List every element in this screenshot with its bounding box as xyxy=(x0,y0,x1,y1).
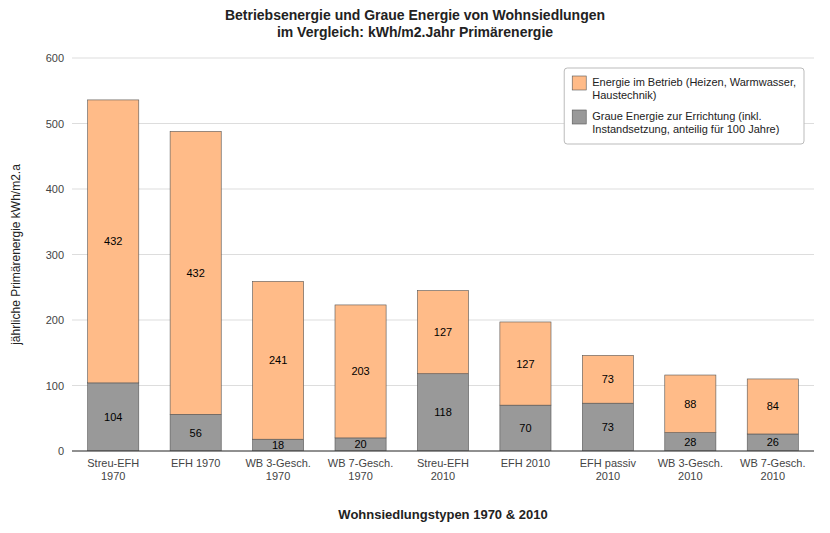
bar-segment xyxy=(582,355,633,403)
data-label: 432 xyxy=(186,267,204,279)
bar-segment xyxy=(253,439,304,451)
x-tick-label: EFH 1970 xyxy=(171,457,221,469)
data-label: 70 xyxy=(519,422,531,434)
chart: 0 100 200 300 400 500 600 104 56 18 20 118 70 73 28 26 4… xyxy=(0,0,830,533)
data-label: 26 xyxy=(767,436,779,448)
y-tick-label: 300 xyxy=(46,249,64,261)
data-labels: 104 56 18 20 118 70 73 28 26 432 432 241 203 127 127 73… xyxy=(104,235,779,451)
y-tick-label: 200 xyxy=(46,314,64,326)
x-tick-label: EFH passiv2010 xyxy=(580,457,637,482)
data-label: 118 xyxy=(434,406,452,418)
legend-label: Energie im Betrieb (Heizen, Warmwasser,H… xyxy=(592,76,796,101)
legend-swatch xyxy=(572,76,586,90)
grid-line xyxy=(72,58,814,59)
bar-segment xyxy=(335,438,386,451)
y-tick-label: 400 xyxy=(46,183,64,195)
title: Betriebsenergie und Graue Energie von Wo… xyxy=(225,7,605,40)
bar-segment xyxy=(417,291,468,374)
data-label: 88 xyxy=(684,398,696,410)
data-label: 203 xyxy=(351,365,369,377)
x-tick-label: WB 7-Gesch.1970 xyxy=(328,457,393,482)
data-label: 104 xyxy=(104,411,122,423)
legend-swatch xyxy=(572,110,586,124)
x-tick-label: Streu-EFH1970 xyxy=(87,457,139,482)
data-label: 127 xyxy=(516,358,534,370)
legend-label: Graue Energie zur Errichtung (inkl.Insta… xyxy=(592,110,779,135)
x-tick-label: WB 3-Gesch.2010 xyxy=(658,457,723,482)
bar-segment xyxy=(417,374,468,451)
y-tick-label: 500 xyxy=(46,118,64,130)
bar-segment xyxy=(170,131,221,414)
x-tick-label: EFH 2010 xyxy=(501,457,551,469)
bar-segment xyxy=(665,375,716,433)
y-tick-label: 100 xyxy=(46,380,64,392)
bar-segment xyxy=(747,379,798,434)
data-label: 20 xyxy=(354,438,366,450)
data-label: 73 xyxy=(602,421,614,433)
x-tick-label: WB 3-Gesch.1970 xyxy=(245,457,310,482)
bar-segment xyxy=(170,414,221,451)
y-axis-title: jährliche Primärenergie kWh/m2.a xyxy=(9,164,23,346)
bar-segment xyxy=(88,100,139,383)
x-tick-label: WB 7-Gesch.2010 xyxy=(740,457,805,482)
bar-segment xyxy=(500,405,551,451)
bar-segment xyxy=(88,383,139,451)
bar-segment xyxy=(747,434,798,451)
x-axis-line xyxy=(72,451,814,452)
x-tick-label: Streu-EFH2010 xyxy=(417,457,469,482)
legend-box xyxy=(564,68,804,144)
data-label: 18 xyxy=(272,439,284,451)
data-label: 84 xyxy=(767,400,779,412)
y-tick-label: 0 xyxy=(58,445,64,457)
y-tick-label: 600 xyxy=(46,52,64,64)
data-label: 73 xyxy=(602,373,614,385)
grid-line xyxy=(72,451,814,452)
data-label: 241 xyxy=(269,354,287,366)
data-label: 28 xyxy=(684,436,696,448)
bars xyxy=(88,100,799,451)
data-label: 432 xyxy=(104,235,122,247)
bar-segment xyxy=(253,281,304,439)
data-label: 127 xyxy=(434,326,452,338)
data-label: 56 xyxy=(190,427,202,439)
legend: Energie im Betrieb (Heizen, Warmwasser,H… xyxy=(564,68,804,144)
grid xyxy=(72,58,814,451)
bar-segment xyxy=(500,322,551,405)
bar-segment xyxy=(582,403,633,451)
bar-segment xyxy=(335,305,386,438)
bar-segment xyxy=(665,433,716,451)
x-axis-title: Wohnsiedlungstypen 1970 & 2010 xyxy=(338,507,547,522)
